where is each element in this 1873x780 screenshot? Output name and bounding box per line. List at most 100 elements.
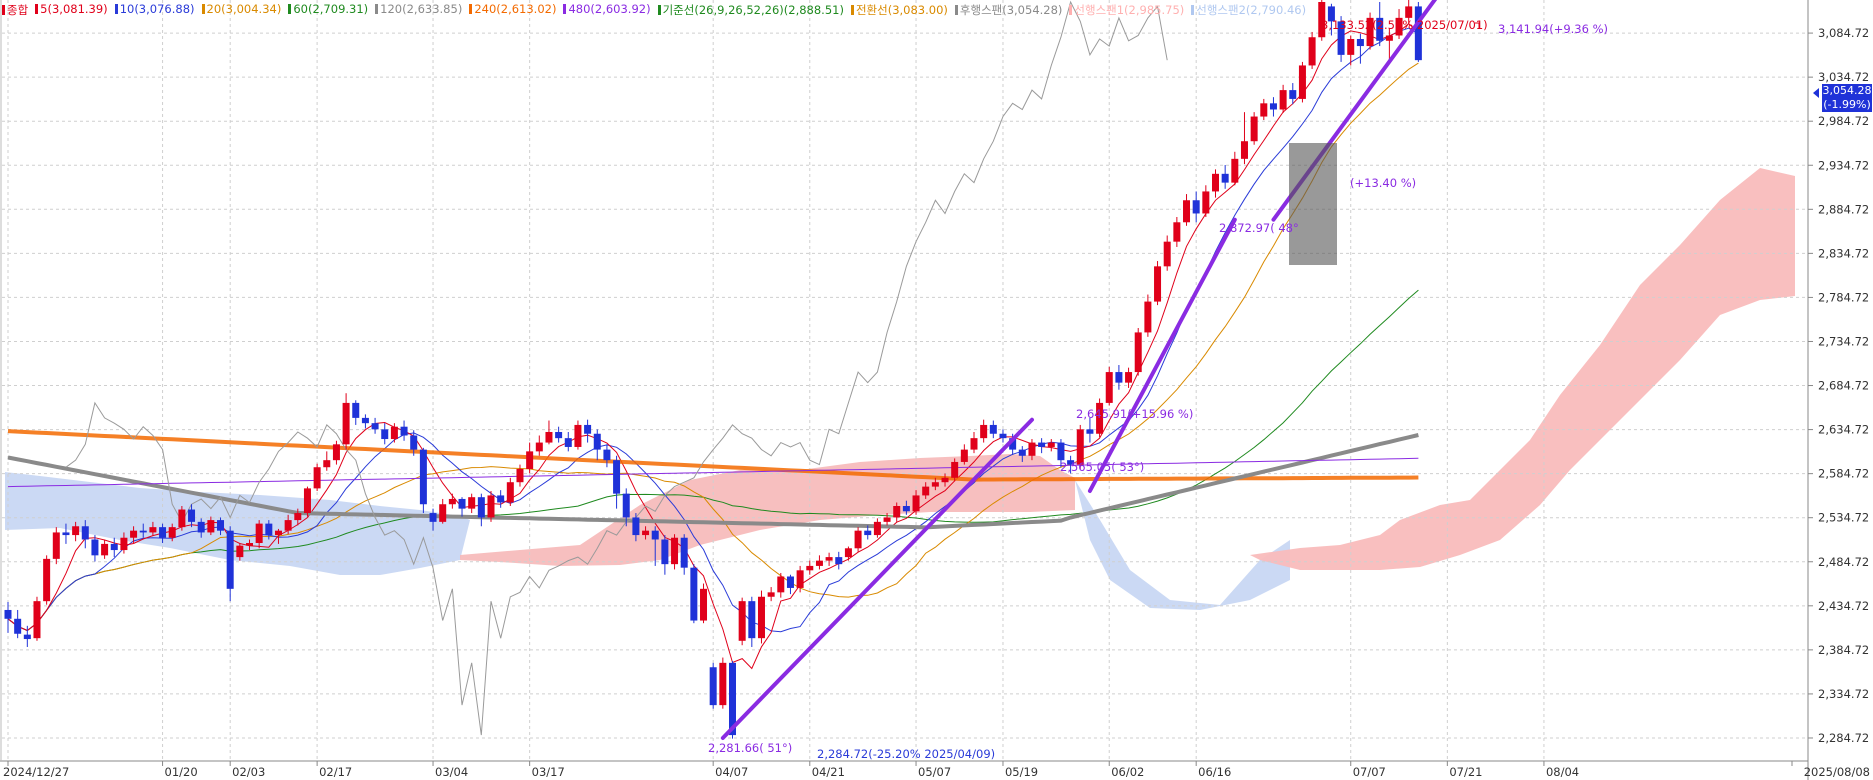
legend-item[interactable]: 기준선(26,9,26,52,26)(2,888.51) bbox=[657, 2, 844, 18]
candle bbox=[1212, 169, 1219, 198]
candle-body bbox=[864, 530, 872, 536]
legend-label: 20(3,004.34) bbox=[206, 2, 282, 16]
current-price-change: (-1.99%) bbox=[1823, 98, 1871, 111]
candle-body bbox=[400, 426, 408, 436]
candle-body bbox=[951, 461, 959, 478]
legend-swatch-icon bbox=[1069, 5, 1073, 15]
candle-body bbox=[33, 601, 41, 639]
candle bbox=[1183, 194, 1191, 226]
legend-item[interactable]: 선행스팬1(2,985.75) bbox=[1069, 2, 1184, 18]
x-tick-label: 06/02 bbox=[1111, 765, 1144, 779]
candle bbox=[1308, 31, 1316, 69]
candle-body bbox=[1279, 90, 1287, 110]
annotation-trend_top: 3,141.94(+9.36 %) bbox=[1498, 22, 1608, 36]
candle bbox=[226, 526, 234, 602]
y-tick-label: 2,934.72 bbox=[1818, 158, 1869, 172]
candle bbox=[980, 419, 988, 443]
candle-body bbox=[274, 530, 282, 536]
legend-label: 전환선(3,083.00) bbox=[855, 3, 948, 17]
legend-item[interactable]: 종합 bbox=[2, 2, 28, 18]
y-tick-label: 2,384.72 bbox=[1818, 643, 1869, 657]
legend-swatch-icon bbox=[288, 4, 292, 14]
legend-label: 10(3,076.88) bbox=[119, 2, 195, 16]
legend-swatch-icon bbox=[657, 5, 661, 15]
candle-body bbox=[62, 532, 70, 536]
candle-body bbox=[873, 521, 881, 536]
legend-item[interactable]: 120(2,633.85) bbox=[375, 2, 462, 18]
legend-item[interactable]: 5(3,081.39) bbox=[35, 2, 108, 18]
candle-body bbox=[796, 570, 804, 588]
ma20-line bbox=[7, 62, 1419, 632]
candle-body bbox=[332, 444, 340, 461]
y-tick-label: 2,984.72 bbox=[1818, 114, 1869, 128]
candle-body bbox=[1250, 116, 1258, 142]
legend-item[interactable]: 480(2,603.92) bbox=[563, 2, 651, 18]
candle-body bbox=[1086, 429, 1094, 434]
candle bbox=[1105, 366, 1113, 406]
candle bbox=[448, 493, 456, 509]
annotation-jun_pct: (+13.40 %) bbox=[1350, 176, 1416, 190]
candle bbox=[574, 420, 582, 450]
candle bbox=[1202, 185, 1210, 217]
candle-body bbox=[14, 618, 22, 634]
legend-item[interactable]: 10(3,076.88) bbox=[114, 2, 195, 18]
candle-body bbox=[1057, 442, 1065, 461]
candle bbox=[767, 587, 775, 602]
candle bbox=[555, 426, 563, 443]
legend-item[interactable]: 후행스팬(3,054.28) bbox=[954, 2, 1062, 18]
legend-item[interactable]: 60(2,709.31) bbox=[288, 2, 368, 18]
candle bbox=[951, 458, 959, 482]
x-tick-label: 01/20 bbox=[165, 765, 198, 779]
candle bbox=[603, 444, 611, 468]
candle-body bbox=[902, 506, 910, 512]
candle bbox=[1347, 35, 1355, 66]
y-tick-label: 2,784.72 bbox=[1818, 290, 1869, 304]
candle-body bbox=[284, 520, 292, 531]
candle bbox=[1337, 16, 1345, 62]
legend-swatch-icon bbox=[201, 4, 205, 14]
candle bbox=[757, 590, 765, 644]
y-tick-label: 2,684.72 bbox=[1818, 379, 1869, 393]
legend-item[interactable]: 선행스팬2(2,790.46) bbox=[1191, 2, 1306, 18]
candle bbox=[690, 564, 698, 624]
candle-body bbox=[564, 438, 572, 447]
candle bbox=[1414, 2, 1422, 62]
candle bbox=[458, 497, 466, 517]
legend-item[interactable]: 240(2,613.02) bbox=[469, 2, 556, 18]
candle-body bbox=[1356, 39, 1364, 47]
candle-body bbox=[989, 424, 997, 434]
candle bbox=[902, 500, 910, 515]
legend-swatch-icon bbox=[375, 4, 379, 14]
cloud-bullish-region bbox=[460, 454, 1075, 566]
x-tick-label: 03/17 bbox=[532, 765, 565, 779]
candle-body bbox=[719, 662, 727, 706]
cloud-bearish-region bbox=[5, 472, 470, 575]
candle-body bbox=[1308, 37, 1316, 66]
candle bbox=[912, 490, 920, 515]
legend-item[interactable]: 전환선(3,083.00) bbox=[850, 2, 948, 18]
candle bbox=[14, 609, 22, 639]
legend-swatch-icon bbox=[2, 5, 5, 15]
candle bbox=[1395, 9, 1403, 40]
candle bbox=[632, 513, 640, 542]
x-tick-label: 2024/12/27 bbox=[3, 765, 69, 779]
candle bbox=[313, 463, 321, 492]
candle-body bbox=[313, 467, 321, 489]
candle bbox=[178, 506, 186, 531]
candle bbox=[342, 393, 350, 450]
candle bbox=[1269, 97, 1277, 117]
candle bbox=[613, 455, 621, 509]
y-tick-label: 2,334.72 bbox=[1818, 687, 1869, 701]
candle bbox=[1327, 3, 1335, 36]
legend-swatch-icon bbox=[954, 5, 958, 15]
candle bbox=[4, 602, 12, 633]
x-tick-label: 04/21 bbox=[812, 765, 845, 779]
x-tick-label: 07/21 bbox=[1449, 765, 1482, 779]
candle bbox=[516, 464, 524, 487]
candle bbox=[1250, 112, 1258, 145]
legend-item[interactable]: 20(3,004.34) bbox=[201, 2, 282, 18]
candle-body bbox=[217, 520, 225, 531]
candle-body bbox=[690, 567, 698, 621]
candle-body bbox=[825, 557, 833, 561]
